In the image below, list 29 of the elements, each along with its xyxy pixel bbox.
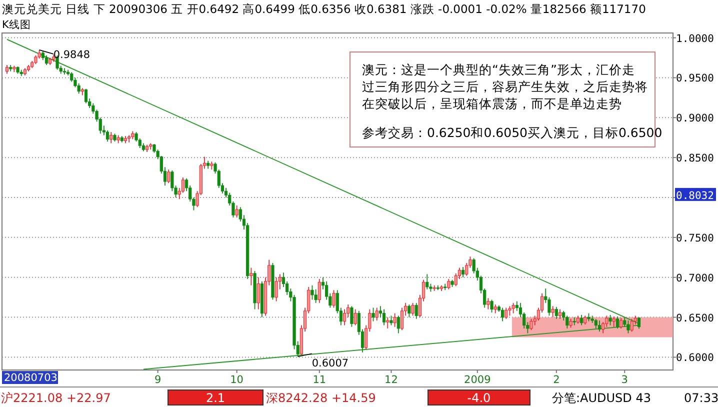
y-tick-label: 1.0000 bbox=[676, 32, 714, 45]
chart-title: 澳元兑美元 日线 下 20090306 五 开0.6492 高0.6499 低0.6356 收0.6381 涨跌 -0.0001 -0.02% 量182566 额117170 bbox=[2, 2, 646, 16]
x-tick-label: 12 bbox=[384, 374, 398, 386]
x-tick-label: 10 bbox=[230, 374, 244, 386]
text: 沪2221.08 +22.97 bbox=[1, 391, 111, 405]
y-tick-label: 0.6500 bbox=[676, 312, 714, 324]
y-tick-label: 0.9500 bbox=[676, 72, 714, 85]
y-tick-label: 0.8500 bbox=[676, 152, 714, 165]
x-tick-label: 2009 bbox=[464, 374, 491, 386]
y-tick-label: 0.6000 bbox=[676, 352, 714, 364]
x-tick-label: 3 bbox=[621, 374, 628, 386]
text: 0.8032 bbox=[676, 190, 714, 202]
text: 20080703 bbox=[4, 372, 58, 384]
text: -4.0 bbox=[467, 391, 491, 405]
x-tick-label: 11 bbox=[312, 374, 326, 386]
y-tick-label: 0.7500 bbox=[676, 232, 714, 244]
x-tick-label: 2 bbox=[553, 374, 560, 386]
annotation: 参考交易：0.6250和0.6050买入澳元，目标0.6500 bbox=[362, 125, 662, 140]
x-tick-label: 9 bbox=[154, 374, 162, 386]
annotation: 0.9848 bbox=[53, 48, 90, 61]
y-tick-label: 0.9000 bbox=[676, 112, 714, 125]
y-tick-label: 0.7000 bbox=[676, 272, 714, 284]
text: 分笔:AUDUSD 43 bbox=[552, 391, 651, 405]
annotation: 0.6007 bbox=[312, 358, 349, 370]
text: 2.1 bbox=[206, 391, 226, 405]
text: 07:33 bbox=[684, 391, 718, 405]
chart-subtitle: K线图 bbox=[2, 18, 31, 31]
text: 深8242.28 +14.59 bbox=[266, 391, 376, 405]
annotation: 澳元：这是一个典型的“失效三角”形太，汇价走过三角形四分之三后，容易产生失效，之后走势将在突破以后，呈现箱体震荡，而不是单边走势 bbox=[362, 62, 648, 111]
